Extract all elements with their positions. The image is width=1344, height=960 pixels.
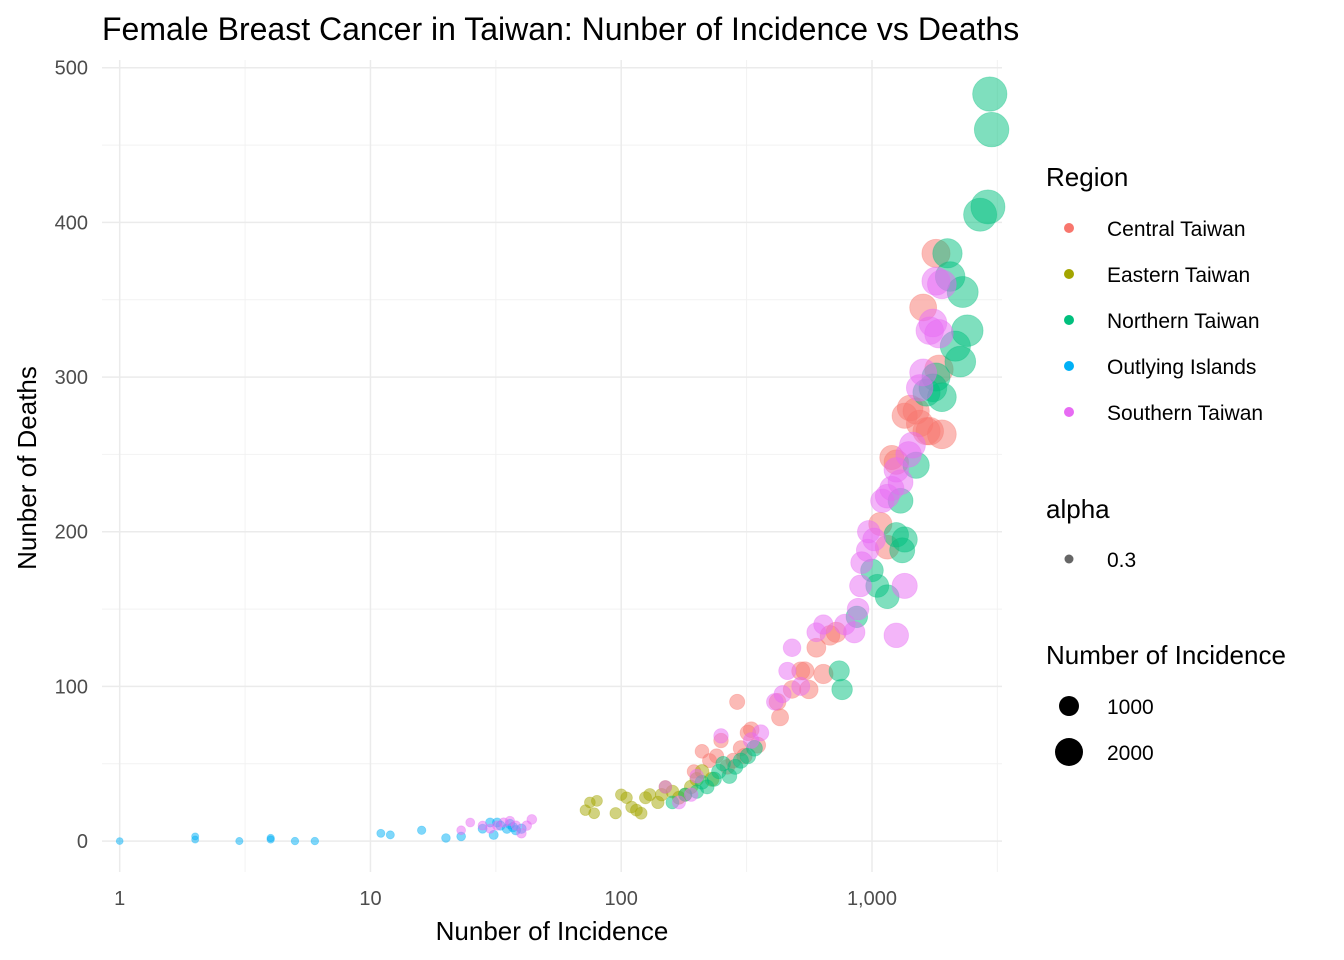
y-tick-label: 500 — [55, 58, 88, 80]
point-eastern-taiwan — [591, 794, 603, 807]
x-gridlines — [118, 60, 873, 872]
point-eastern-taiwan — [609, 807, 622, 820]
point-outlying-islands — [385, 830, 395, 840]
point-central-taiwan — [927, 419, 957, 450]
point-southern-taiwan — [924, 319, 954, 349]
point-eastern-taiwan — [588, 807, 601, 820]
legend-label-southern-taiwan: Southern Taiwan — [1107, 402, 1263, 425]
legend-alpha-label: 0.3 — [1107, 549, 1136, 572]
x-tick-label: 100 — [605, 888, 638, 910]
legend-size-key-2000 — [1055, 738, 1083, 766]
point-southern-taiwan — [773, 685, 792, 704]
x-axis-title: Nunber of Incidence — [436, 916, 669, 946]
point-southern-taiwan — [658, 780, 673, 794]
point-southern-taiwan — [849, 574, 872, 598]
legend-key-central-taiwan — [1064, 223, 1074, 233]
point-southern-taiwan — [846, 597, 870, 621]
point-outlying-islands — [266, 833, 275, 843]
legend-size-title: Number of Incidence — [1046, 640, 1286, 670]
legend-region: Region Central Taiwan Eastern Taiwan North… — [1046, 162, 1263, 425]
point-outlying-islands — [417, 825, 427, 835]
point-eastern-taiwan — [634, 806, 648, 820]
x-axis-ticks: 1 10 100 1,000 — [114, 888, 897, 910]
point-northern-taiwan — [951, 314, 984, 347]
legend-label-central-taiwan: Central Taiwan — [1107, 218, 1246, 241]
point-southern-taiwan — [516, 828, 527, 839]
point-southern-taiwan — [909, 358, 938, 387]
point-outlying-islands — [191, 832, 200, 841]
point-southern-taiwan — [899, 431, 926, 459]
point-southern-taiwan — [791, 676, 811, 696]
legend-key-outlying-islands — [1064, 361, 1074, 371]
y-gridlines — [102, 66, 1002, 842]
y-tick-label: 400 — [55, 212, 88, 234]
point-eastern-taiwan — [620, 791, 633, 804]
point-southern-taiwan — [510, 820, 522, 831]
point-southern-taiwan — [883, 622, 909, 649]
point-southern-taiwan — [843, 621, 866, 644]
point-southern-taiwan — [778, 661, 797, 681]
legend-alpha: alpha 0.3 — [1046, 494, 1136, 572]
legend-size: Number of Incidence 1000 2000 — [1046, 640, 1286, 766]
legend-label-outlying-islands: Outlying Islands — [1107, 356, 1256, 379]
legend-key-southern-taiwan — [1064, 407, 1074, 417]
point-central-taiwan — [771, 708, 789, 727]
y-axis-title: Nunber of Deaths — [12, 366, 42, 570]
point-southern-taiwan — [887, 469, 914, 496]
point-southern-taiwan — [862, 527, 886, 552]
point-northern-taiwan — [891, 526, 918, 553]
minor-gridlines — [102, 60, 1002, 872]
legend-alpha-key — [1064, 554, 1074, 564]
x-tick-label: 1 — [114, 888, 125, 910]
point-northern-taiwan — [973, 111, 1010, 148]
point-southern-taiwan — [891, 572, 918, 599]
point-southern-taiwan — [689, 768, 704, 784]
x-tick-label: 10 — [359, 888, 381, 910]
y-tick-label: 0 — [77, 831, 88, 853]
point-outlying-islands — [376, 828, 386, 838]
point-southern-taiwan — [927, 269, 957, 300]
point-northern-taiwan — [944, 345, 977, 378]
point-southern-taiwan — [782, 638, 802, 657]
legend-alpha-title: alpha — [1046, 494, 1110, 524]
point-outlying-islands — [441, 833, 451, 843]
legend-label-northern-taiwan: Northern Taiwan — [1107, 310, 1260, 333]
y-tick-label: 300 — [55, 367, 88, 389]
legend-region-title: Region — [1046, 162, 1128, 192]
point-central-taiwan — [729, 693, 746, 710]
point-northern-taiwan — [972, 76, 1008, 112]
data-points — [115, 76, 1010, 846]
y-tick-label: 200 — [55, 522, 88, 544]
point-southern-taiwan — [456, 825, 466, 836]
x-tick-label: 1,000 — [847, 888, 897, 910]
point-outlying-islands — [290, 836, 300, 846]
y-tick-label: 100 — [55, 676, 88, 698]
point-outlying-islands — [235, 837, 244, 846]
point-southern-taiwan — [752, 724, 770, 742]
legend-key-northern-taiwan — [1064, 315, 1074, 325]
y-axis-ticks: 0 100 200 300 400 500 — [55, 58, 88, 853]
point-southern-taiwan — [813, 614, 834, 635]
point-northern-taiwan — [828, 660, 850, 682]
point-southern-taiwan — [683, 787, 699, 802]
legend-size-key-1000 — [1059, 696, 1079, 716]
point-central-taiwan — [694, 744, 710, 759]
point-northern-taiwan — [831, 678, 853, 701]
point-southern-taiwan — [526, 814, 538, 825]
point-southern-taiwan — [465, 817, 476, 828]
point-southern-taiwan — [672, 795, 686, 810]
legend-size-label-2000: 2000 — [1107, 742, 1154, 765]
point-northern-taiwan — [970, 189, 1006, 225]
point-outlying-islands — [115, 837, 124, 845]
legend-size-label-1000: 1000 — [1107, 696, 1154, 719]
point-outlying-islands — [310, 836, 320, 846]
legend-label-eastern-taiwan: Eastern Taiwan — [1107, 264, 1250, 287]
point-southern-taiwan — [713, 728, 729, 744]
chart-title: Female Breast Cancer in Taiwan: Nunber o… — [102, 11, 1019, 47]
legend-key-eastern-taiwan — [1064, 269, 1074, 279]
